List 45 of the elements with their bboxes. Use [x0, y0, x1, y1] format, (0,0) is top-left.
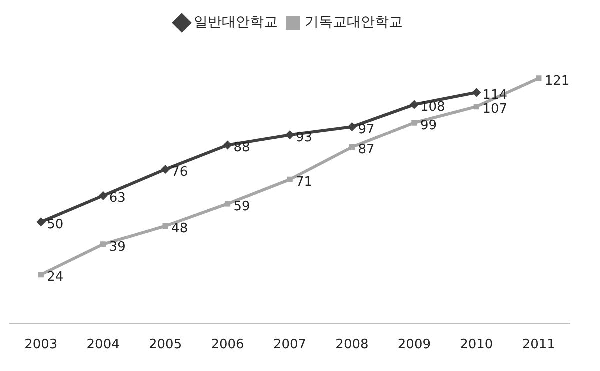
x-tick-label: 2007 — [273, 338, 307, 353]
legend-label: 기독교대안학교 — [305, 14, 403, 31]
data-label: 59 — [234, 199, 250, 214]
point — [349, 144, 356, 150]
data-label: 99 — [420, 118, 437, 134]
data-label: 87 — [358, 142, 375, 158]
data-label: 107 — [482, 102, 508, 118]
data-label: 97 — [358, 122, 375, 138]
x-tick-label: 2006 — [211, 338, 244, 353]
point — [536, 76, 542, 82]
data-label: 121 — [544, 74, 570, 89]
data-label: 88 — [234, 140, 250, 156]
x-tick-label: 2008 — [336, 338, 369, 353]
data-label: 93 — [296, 130, 313, 146]
point — [348, 122, 357, 132]
data-label: 114 — [482, 88, 508, 104]
data-label: 24 — [47, 270, 64, 286]
point — [223, 140, 232, 150]
x-tick-label: 2005 — [149, 338, 182, 353]
point — [287, 176, 293, 183]
x-tick-label: 2003 — [24, 338, 58, 353]
point — [162, 223, 168, 230]
x-tick-label: 2004 — [86, 338, 120, 353]
data-label: 50 — [47, 218, 64, 233]
point — [98, 191, 108, 200]
point — [286, 130, 294, 140]
data-label: 71 — [296, 175, 313, 190]
point — [38, 272, 44, 278]
data-label: 76 — [172, 164, 188, 180]
data-label: 39 — [109, 240, 126, 255]
point — [472, 88, 482, 98]
point — [474, 104, 480, 110]
point — [100, 242, 106, 248]
data-label: 108 — [420, 100, 446, 116]
x-tick-label: 2009 — [398, 338, 431, 353]
data-label: 48 — [172, 222, 188, 237]
point — [161, 165, 170, 174]
point — [412, 120, 418, 126]
point — [224, 201, 231, 207]
point — [410, 100, 419, 110]
point — [36, 218, 46, 227]
legend-label: 일반대안학교 — [194, 14, 278, 31]
x-tick-label: 2011 — [522, 338, 556, 353]
data-label: 63 — [109, 191, 126, 206]
x-tick-label: 2010 — [460, 338, 494, 353]
